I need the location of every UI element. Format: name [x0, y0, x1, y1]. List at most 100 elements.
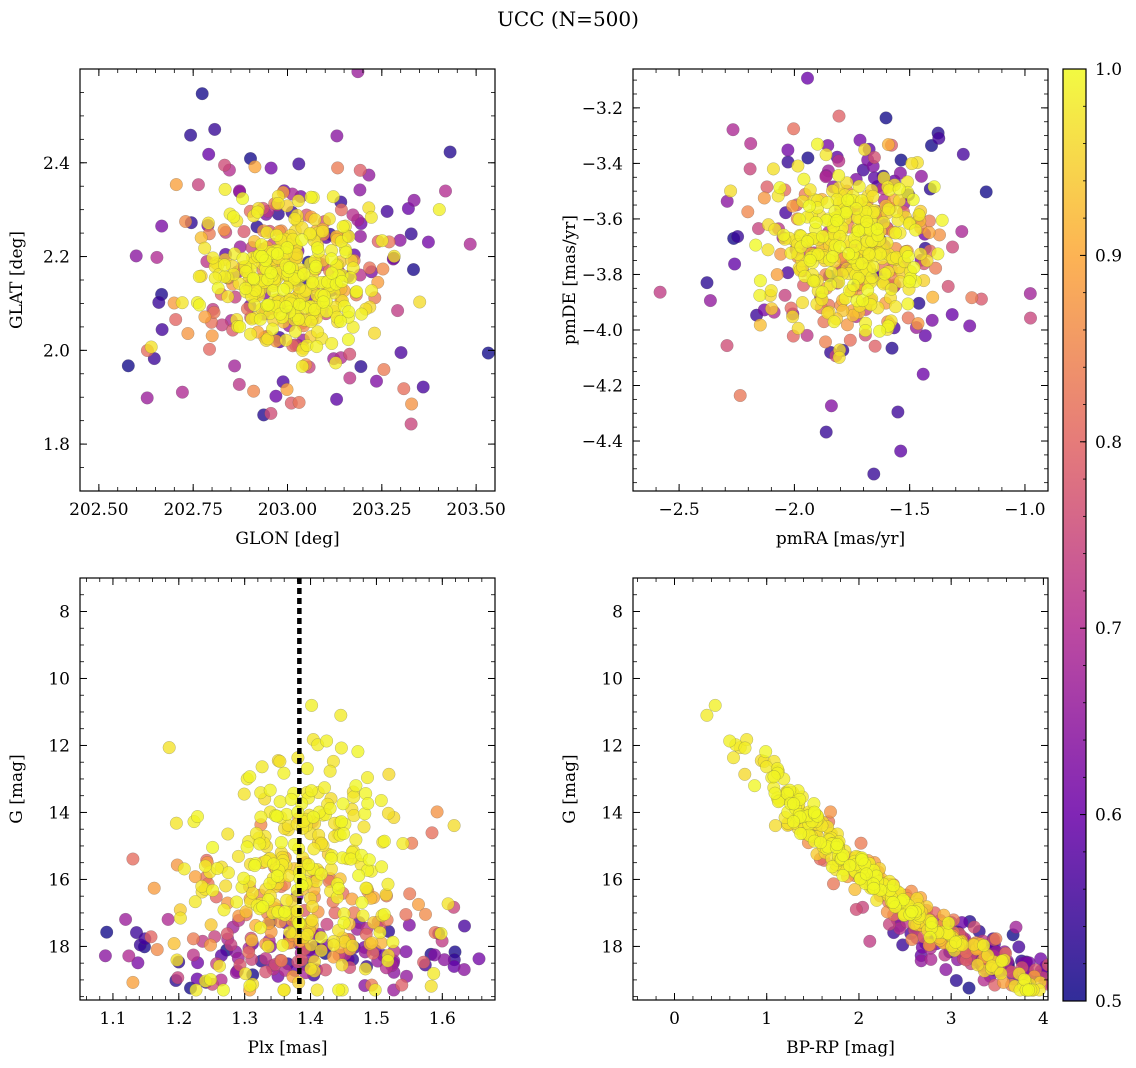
data-point [323, 764, 337, 778]
data-point [832, 154, 846, 168]
data-point [251, 205, 265, 219]
data-point [760, 180, 774, 194]
panel-pm: −2.5 −2.0 −1.5 −1.0 −4.4 −4.2 −4.0 −3.8 −3.6 −3.4… [560, 34, 1049, 549]
data-point [766, 34, 779, 47]
colorbar-gradient [1062, 68, 1087, 1002]
data-point [292, 395, 306, 409]
data-point [803, 183, 817, 197]
data-point [377, 363, 391, 376]
data-point [206, 840, 220, 854]
data-point [863, 934, 877, 948]
data-point [1024, 311, 1037, 325]
data-point [854, 836, 868, 850]
data-point [205, 329, 219, 343]
x-tick-label: −1.5 [889, 500, 930, 520]
data-point [784, 246, 798, 260]
data-point [726, 123, 740, 137]
data-point [703, 294, 717, 308]
data-point [353, 163, 367, 177]
data-point [733, 389, 747, 402]
data-point [155, 323, 169, 337]
data-point [995, 954, 1009, 968]
data-point [368, 983, 382, 997]
data-point [956, 147, 970, 161]
data-point [343, 347, 357, 361]
data-point [787, 797, 801, 811]
data-point [271, 197, 285, 210]
data-point [304, 784, 318, 798]
data-point [397, 382, 411, 396]
data-point [867, 881, 881, 895]
data-point [653, 285, 667, 299]
data-point [911, 317, 925, 331]
data-point [901, 297, 915, 311]
data-point [270, 228, 284, 242]
data-point [195, 879, 209, 893]
data-point [373, 926, 387, 939]
data-point [391, 304, 405, 318]
data-point [306, 810, 320, 824]
data-point [708, 698, 722, 712]
data-point [432, 203, 446, 217]
data-point [310, 340, 324, 354]
data-point [335, 958, 349, 972]
data-point [786, 310, 800, 324]
data-point [868, 339, 882, 353]
data-point [191, 810, 204, 824]
data-point [147, 881, 161, 895]
data-point [417, 955, 431, 969]
data-point [332, 881, 346, 895]
x-tick-label: 1.1 [99, 1009, 126, 1029]
data-point [781, 143, 795, 157]
colorbar-tick-label: 1.0 [1095, 60, 1122, 80]
data-point [387, 249, 401, 263]
data-point [325, 252, 338, 266]
data-point [280, 893, 294, 907]
data-point [162, 741, 176, 755]
data-point [273, 795, 287, 809]
data-point [356, 909, 370, 923]
data-point [280, 383, 294, 396]
y-axis-label: GLAT [deg] [7, 231, 27, 329]
x-tick-label: 1.2 [165, 1009, 192, 1029]
data-point [232, 377, 246, 391]
data-point [749, 238, 763, 252]
y-axis-label: G [mag] [7, 754, 27, 823]
data-point [738, 767, 752, 781]
x-tick-label: 1.6 [429, 1009, 456, 1029]
data-point [295, 233, 309, 247]
data-point [796, 296, 809, 310]
data-point [537, 363, 550, 376]
data-point [906, 193, 920, 207]
data-point [236, 192, 250, 205]
data-point [824, 278, 837, 292]
data-point [794, 827, 808, 841]
data-point [273, 754, 287, 768]
data-point [866, 189, 880, 203]
data-point [129, 249, 143, 263]
data-point [971, 958, 985, 972]
y-tick-label: −4.4 [582, 432, 623, 452]
data-point [161, 912, 175, 926]
data-point [819, 148, 833, 162]
data-point [700, 708, 714, 722]
data-point [270, 809, 284, 823]
data-point [821, 306, 835, 320]
data-point [325, 266, 339, 280]
data-point [218, 158, 232, 172]
data-point [189, 983, 203, 997]
data-point [741, 205, 755, 219]
data-point [731, 230, 745, 244]
data-point [341, 333, 355, 347]
x-tick-label: 1.4 [297, 1009, 324, 1029]
data-point [819, 335, 832, 349]
data-point [803, 253, 817, 267]
x-tick-label: −1.0 [1004, 500, 1045, 520]
data-point [218, 258, 231, 272]
data-point [894, 444, 908, 458]
data-point [171, 971, 185, 985]
x-tick-label: 203.50 [446, 500, 505, 520]
data-point [879, 111, 893, 125]
data-point [259, 965, 273, 979]
